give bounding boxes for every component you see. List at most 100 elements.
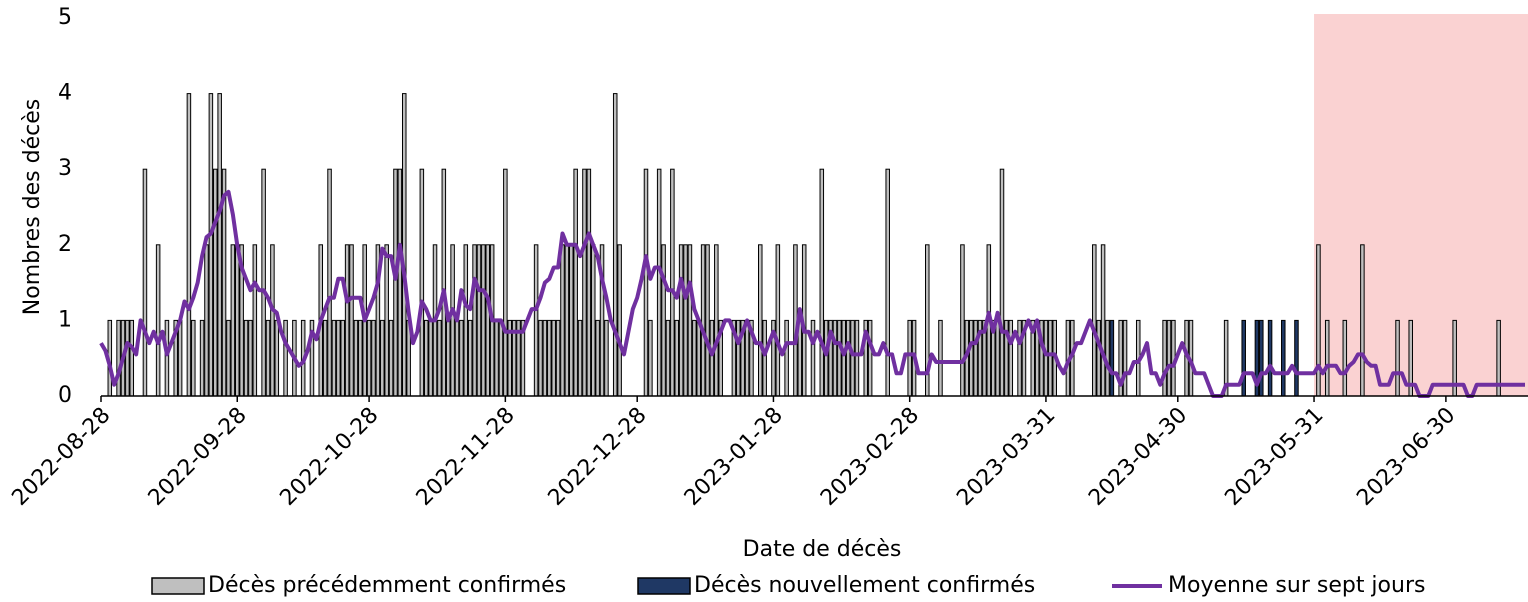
bar [463,244,469,397]
bar [973,319,978,397]
legend-label: Moyenne sur sept jours [1168,573,1425,598]
x-tick-label: 2022-12-28 [544,403,652,511]
x-axis-title: Date de décès [743,537,902,562]
x-tick-label: 2023-03-31 [952,403,1060,511]
bar [155,244,161,397]
bar [283,319,288,397]
bar [454,319,460,397]
bar [177,319,183,397]
bar [687,244,693,397]
bar [164,319,170,397]
bar [129,319,135,397]
bar [204,244,209,397]
bar [832,319,838,397]
bar [995,319,1000,397]
bar [758,244,763,397]
bar [564,244,570,397]
bar [1109,319,1115,397]
legend-swatch [637,577,691,595]
bar [617,244,622,397]
bar [498,319,504,397]
legend-swatch [151,577,205,595]
bar [960,244,965,397]
legend-label: Décès précédemment confirmés [208,573,566,598]
bar [538,319,543,397]
bar [1360,244,1365,397]
bar [191,319,196,397]
bar [261,168,266,397]
bar [265,319,271,397]
bar [1395,319,1400,397]
bar [736,319,741,397]
bar [837,319,842,397]
bar [586,168,592,397]
bar [327,168,332,397]
bar [867,319,873,397]
bar [810,319,816,397]
bar [445,319,451,397]
y-axis-title: Nombres des décès [20,99,45,315]
bar [450,244,455,397]
bar [358,319,363,397]
bar [551,319,556,397]
bar [1100,244,1106,397]
bar [1281,319,1286,397]
bar [700,244,706,397]
bar [604,319,609,397]
y-tick-label: 3 [58,156,72,181]
bar [1162,319,1167,397]
bar [762,319,767,397]
bar [670,168,675,397]
bar [481,244,486,397]
bar [547,319,552,397]
bar [437,319,442,397]
bar [423,319,429,397]
bar [845,319,851,397]
bar [125,319,130,397]
bar [226,319,231,397]
bar [199,319,205,397]
bar [1267,319,1273,397]
bar [344,244,350,397]
bar [1342,319,1348,397]
bar [683,244,688,397]
x-tick-label: 2023-06-30 [1352,403,1460,511]
bar [336,319,341,397]
bar [142,168,148,397]
bar [208,93,214,397]
bar [661,244,666,397]
bar [775,244,781,397]
bar [555,319,561,397]
bar [648,319,653,397]
bar [643,168,649,397]
bar [656,168,662,397]
bar [402,93,407,397]
bar [714,244,719,397]
bar [186,93,192,397]
bar [709,319,715,397]
bar [230,244,236,397]
bar [116,319,121,397]
bar [582,168,587,397]
bar [472,244,477,397]
bar [744,319,750,397]
bar [393,168,398,397]
average-line [99,189,1525,398]
bar [213,168,218,397]
bar [665,319,671,397]
x-tick-label: 2022-11-28 [412,403,520,511]
bar [1316,244,1321,397]
bar [1324,319,1330,397]
bar [841,319,847,397]
bar [784,319,789,397]
bar [577,319,583,397]
x-tick-label: 2022-08-28 [7,403,115,511]
y-tick-label: 5 [58,5,72,30]
bar [322,319,328,397]
bar [1122,319,1128,397]
bar [938,319,943,397]
bar [441,168,447,397]
bar [1241,319,1246,397]
bar [503,168,508,397]
bar [331,319,337,397]
